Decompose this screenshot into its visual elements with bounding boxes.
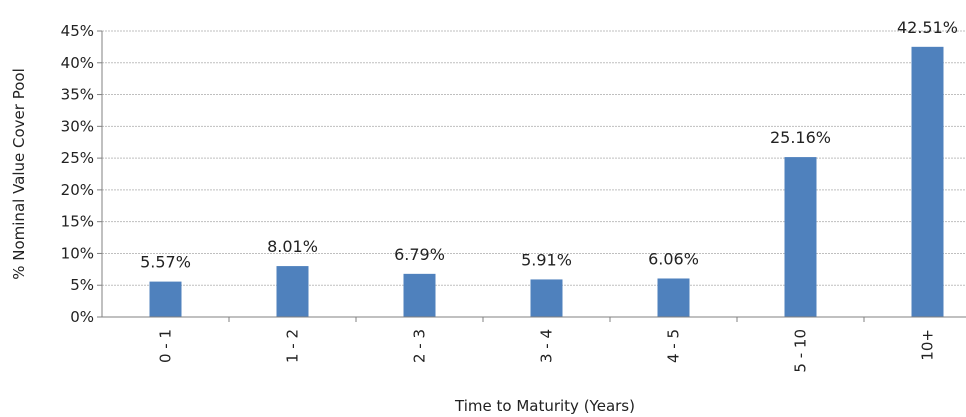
bar xyxy=(403,273,436,317)
data-label: 42.51% xyxy=(897,18,958,37)
x-tick-label: 4 - 5 xyxy=(665,329,683,363)
data-label: 25.16% xyxy=(770,128,831,147)
x-tick-labels: 0 - 1 1 - 2 2 - 3 3 - 4 4 - 5 5 - 10 10+ xyxy=(157,329,937,373)
data-label: 6.79% xyxy=(394,245,445,264)
y-tick-label: 15% xyxy=(61,213,94,231)
bar xyxy=(657,278,690,317)
bar xyxy=(911,46,944,318)
bar xyxy=(530,279,563,317)
bars xyxy=(149,46,944,318)
data-label: 8.01% xyxy=(267,237,318,256)
bar xyxy=(784,157,817,317)
y-axis-title: % Nominal Value Cover Pool xyxy=(10,68,28,280)
y-tick-labels: 0% 5% 10% 15% 20% 25% 30% 35% 40% 45% xyxy=(61,22,94,326)
y-tick-label: 20% xyxy=(61,181,94,199)
gridlines xyxy=(102,30,966,286)
data-label: 5.57% xyxy=(140,253,191,272)
data-labels: 5.57% 8.01% 6.79% 5.91% 6.06% 25.16% 42.51% xyxy=(140,18,958,272)
axes xyxy=(97,30,966,322)
x-tick-label: 2 - 3 xyxy=(411,329,429,363)
x-tick-label: 3 - 4 xyxy=(538,329,556,363)
bar xyxy=(276,266,309,317)
y-tick-label: 25% xyxy=(61,149,94,167)
x-tick-label: 0 - 1 xyxy=(157,329,175,363)
y-tick-label: 5% xyxy=(70,276,94,294)
x-tick-label: 10+ xyxy=(919,329,937,361)
data-label: 5.91% xyxy=(521,250,572,269)
data-label: 6.06% xyxy=(648,249,699,268)
x-tick-label: 5 - 10 xyxy=(792,329,810,373)
x-tick-label: 1 - 2 xyxy=(284,329,302,363)
x-axis-title: Time to Maturity (Years) xyxy=(454,397,635,415)
y-tick-label: 45% xyxy=(61,22,94,40)
y-tick-label: 40% xyxy=(61,54,94,72)
y-tick-label: 35% xyxy=(61,86,94,104)
y-tick-label: 10% xyxy=(61,244,94,262)
y-tick-label: 30% xyxy=(61,117,94,135)
y-tick-label: 0% xyxy=(70,308,94,326)
bar xyxy=(149,281,182,317)
